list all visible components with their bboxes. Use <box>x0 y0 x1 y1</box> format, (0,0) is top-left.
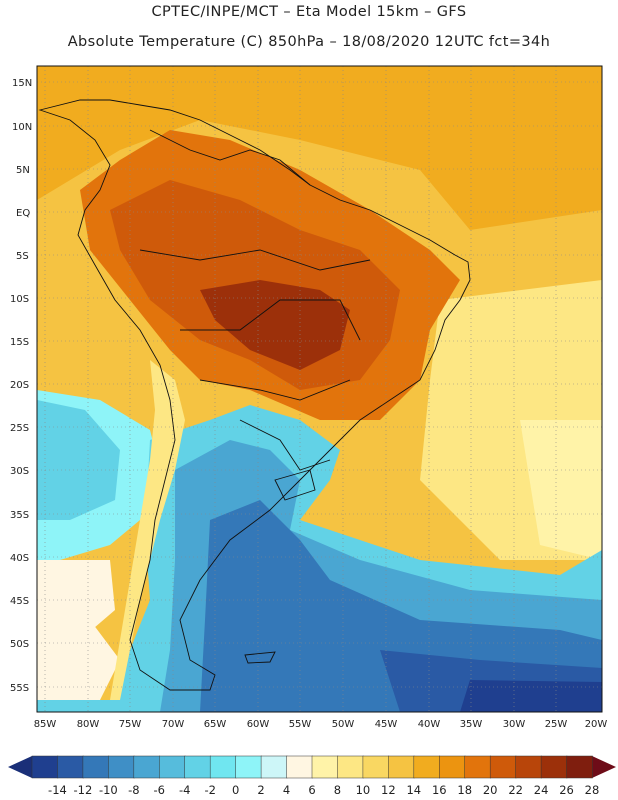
lat-label: 15N <box>12 78 32 89</box>
colorbar-swatch <box>337 755 364 779</box>
plot-frame <box>36 65 603 713</box>
colorbar-label: 24 <box>534 783 549 797</box>
lon-label: 20W <box>585 719 608 730</box>
colorbar-label: -4 <box>179 783 190 797</box>
lon-label: 35W <box>460 719 483 730</box>
colorbar-swatch <box>362 755 390 779</box>
colorbar-label: -2 <box>204 783 215 797</box>
lon-label: 80W <box>77 719 100 730</box>
colorbar-label: 18 <box>457 783 472 797</box>
colorbar-left-arrow <box>8 756 32 778</box>
colorbar-swatch <box>439 755 466 779</box>
lat-label: 10S <box>10 294 29 305</box>
lat-label: 20S <box>10 380 29 391</box>
colorbar-swatch <box>184 755 211 779</box>
colorbar-label: 6 <box>308 783 315 797</box>
colorbar-swatch <box>108 755 135 779</box>
lon-label: 45W <box>375 719 398 730</box>
lon-label: 85W <box>34 719 57 730</box>
colorbar-swatch <box>515 755 542 779</box>
field-continent-hottest <box>200 280 350 370</box>
lat-label: 5S <box>16 251 29 262</box>
colorbar-swatch <box>57 755 84 779</box>
field-southeast-mild <box>520 420 602 560</box>
colorbar: -14 -12 -10 -8 -6 -4 -2 0 2 4 6 8 10 12 14 16 18 20 22 24 26… <box>8 755 616 797</box>
colorbar-swatch <box>286 755 313 779</box>
lat-label: 5N <box>16 165 30 176</box>
colorbar-label: 10 <box>356 783 371 797</box>
field-pacific-mild <box>37 560 115 640</box>
lat-labels: 15N 10N 5N EQ 5S 10S 15S 20S 25S 30S 35S… <box>10 78 32 694</box>
colorbar-label: 22 <box>508 783 523 797</box>
lon-label: 50W <box>332 719 355 730</box>
lon-label: 25W <box>545 719 568 730</box>
field-deepest-cold <box>460 680 602 712</box>
colorbar-label: -10 <box>99 783 118 797</box>
colorbar-label: -6 <box>154 783 165 797</box>
field-pacific-cold <box>37 400 120 520</box>
lon-label: 65W <box>204 719 227 730</box>
colorbar-label: 2 <box>257 783 264 797</box>
colorbar-swatch <box>82 755 110 779</box>
lon-label: 55W <box>289 719 312 730</box>
colorbar-label: 8 <box>334 783 341 797</box>
field-pacific-mild-south <box>37 620 120 700</box>
lat-label: 30S <box>10 466 29 477</box>
lat-label: 45S <box>10 596 29 607</box>
lat-label: 10N <box>12 122 32 133</box>
field-coldest-mass <box>200 500 602 712</box>
colorbar-right-arrow <box>592 756 616 778</box>
lat-label: 40S <box>10 553 29 564</box>
colorbar-label: 20 <box>483 783 498 797</box>
lat-label: 55S <box>10 683 29 694</box>
colorbar-label: -8 <box>128 783 139 797</box>
lat-label: EQ <box>16 208 30 219</box>
lon-label: 70W <box>162 719 185 730</box>
field-north-warm <box>37 66 602 230</box>
lon-label: 30W <box>503 719 526 730</box>
colorbar-swatch <box>388 755 415 779</box>
colorbar-swatch <box>133 755 161 779</box>
colorbar-swatch <box>159 755 186 779</box>
colorbar-swatch <box>489 755 517 779</box>
colorbar-label: 16 <box>432 783 447 797</box>
temperature-field <box>37 66 602 712</box>
colorbar-label: 0 <box>232 783 239 797</box>
lat-label: 15S <box>10 337 29 348</box>
colorbar-label: 14 <box>406 783 421 797</box>
lat-label: 35S <box>10 510 29 521</box>
colorbar-swatch <box>540 755 568 779</box>
colorbar-swatch <box>566 755 593 779</box>
colorbar-label: -12 <box>74 783 93 797</box>
colorbar-label: 12 <box>381 783 396 797</box>
coastlines <box>38 99 471 691</box>
colorbar-label: 28 <box>585 783 600 797</box>
lon-label: 60W <box>247 719 270 730</box>
lat-label: 50S <box>10 639 29 650</box>
colorbar-swatch <box>31 755 59 779</box>
colorbar-swatch <box>464 755 491 779</box>
colorbar-label: -14 <box>48 783 67 797</box>
lon-label: 40W <box>418 719 441 730</box>
colorbar-swatch <box>311 755 339 779</box>
map-title: CPTEC/INPE/MCT – Eta Model 15km – GFS <box>151 4 467 20</box>
colorbar-label: 4 <box>283 783 290 797</box>
map-subtitle: Absolute Temperature (C) 850hPa – 18/08/… <box>67 34 551 50</box>
lat-label: 25S <box>10 423 29 434</box>
colorbar-swatch <box>413 755 441 779</box>
field-andes <box>110 360 185 700</box>
colorbar-swatch <box>235 755 262 779</box>
colorbar-swatch <box>260 755 288 779</box>
colorbar-swatch <box>209 755 237 779</box>
lon-labels: 85W 80W 75W 70W 65W 60W 55W 50W 45W 40W … <box>34 719 608 730</box>
colorbar-label: 26 <box>559 783 574 797</box>
lon-label: 75W <box>119 719 142 730</box>
